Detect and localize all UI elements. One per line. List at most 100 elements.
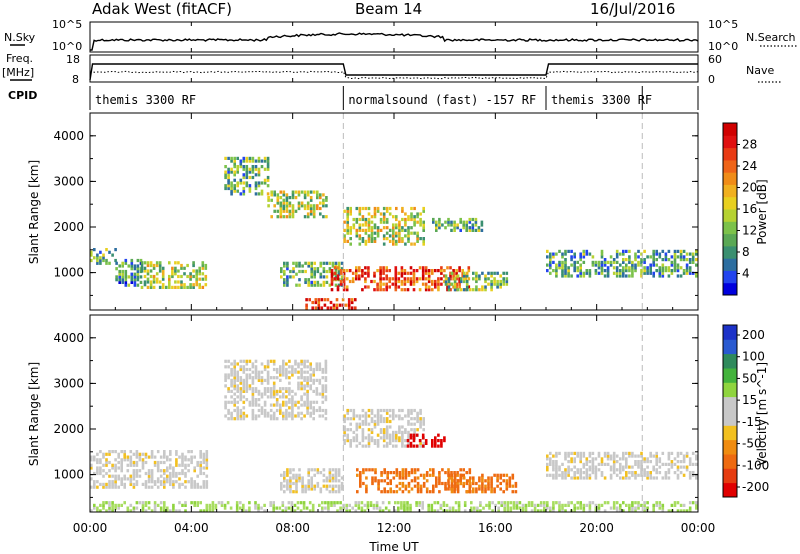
heatmap-cell xyxy=(409,433,413,437)
heatmap-cell xyxy=(695,501,698,505)
heatmap-cell xyxy=(643,501,646,505)
heatmap-cell xyxy=(301,484,304,488)
heatmap-cell xyxy=(276,193,280,197)
heatmap-cell xyxy=(301,476,304,480)
heatmap-cell xyxy=(688,266,692,270)
heatmap-cell xyxy=(169,509,172,513)
heatmap-cell xyxy=(409,444,413,448)
heatmap-cell xyxy=(401,481,405,486)
heatmap-cell xyxy=(398,234,401,238)
heatmap-cell xyxy=(230,370,233,374)
heatmap-cell xyxy=(96,256,99,260)
heatmap-cell xyxy=(161,283,165,287)
heatmap-cell xyxy=(619,252,622,256)
heatmap-cell xyxy=(272,387,276,391)
heatmap-cell xyxy=(434,444,437,448)
heatmap-cell xyxy=(90,509,93,513)
heatmap-cell xyxy=(582,503,586,507)
heatmap-cell xyxy=(536,509,540,513)
heatmap-cell xyxy=(643,503,646,507)
heatmap-cell xyxy=(316,206,319,211)
heatmap-cell xyxy=(307,278,310,282)
heatmap-cell xyxy=(558,473,561,477)
heatmap-cell xyxy=(475,481,478,486)
heatmap-cell xyxy=(373,223,377,227)
heatmap-cell xyxy=(283,479,286,483)
heatmap-cell xyxy=(465,481,469,486)
heatmap-cell xyxy=(493,473,496,477)
heatmap-cell xyxy=(288,411,291,415)
nave-label: Nave xyxy=(746,64,774,77)
heatmap-cell xyxy=(440,271,443,275)
heatmap-cell xyxy=(609,260,613,264)
heatmap-cell xyxy=(279,370,282,374)
heatmap-cell xyxy=(310,484,313,488)
heatmap-cell xyxy=(346,417,349,421)
heatmap-cell xyxy=(685,465,689,469)
heatmap-cell xyxy=(521,509,525,513)
heatmap-cell xyxy=(518,501,522,505)
heatmap-cell xyxy=(354,503,358,507)
heatmap-cell xyxy=(688,252,692,256)
heatmap-cell xyxy=(555,473,558,477)
heatmap-cell xyxy=(392,490,396,494)
heatmap-cell xyxy=(312,408,315,413)
heatmap-cell xyxy=(472,288,475,292)
heatmap-cell xyxy=(146,261,150,265)
heatmap-cell xyxy=(600,471,604,475)
heatmap-cell xyxy=(286,261,289,265)
heatmap-cell xyxy=(254,387,258,391)
heatmap-cell xyxy=(297,362,300,366)
heatmap-cell xyxy=(655,460,658,464)
heatmap-cell xyxy=(279,406,282,410)
heatmap-cell xyxy=(171,274,174,279)
heatmap-cell xyxy=(313,275,316,279)
heatmap-cell xyxy=(239,359,243,363)
heatmap-cell xyxy=(472,487,475,491)
heatmap-cell xyxy=(263,400,267,404)
heatmap-cell xyxy=(300,411,303,415)
heatmap-cell xyxy=(306,411,309,415)
heatmap-cell xyxy=(254,398,258,402)
heatmap-cell xyxy=(358,228,362,232)
heatmap-cell xyxy=(211,506,215,510)
heatmap-cell xyxy=(325,215,328,219)
heatmap-cell xyxy=(394,279,398,284)
heatmap-cell xyxy=(445,503,449,507)
heatmap-cell xyxy=(391,282,395,286)
heatmap-cell xyxy=(422,428,425,432)
heatmap-cell xyxy=(425,471,429,475)
heatmap-cell xyxy=(309,362,312,366)
heatmap-cell xyxy=(275,376,279,380)
heatmap-cell xyxy=(297,381,300,385)
heatmap-cell xyxy=(233,387,236,391)
heatmap-cell xyxy=(401,206,404,211)
heatmap-cell xyxy=(204,277,208,281)
heatmap-cell xyxy=(691,473,695,477)
heatmap-cell xyxy=(549,255,552,259)
heatmap-cell xyxy=(168,261,171,265)
heatmap-cell xyxy=(334,473,338,477)
heatmap-cell xyxy=(141,482,145,486)
heatmap-cell xyxy=(594,468,598,472)
heatmap-cell xyxy=(382,237,386,241)
heatmap-cell xyxy=(184,458,187,462)
heatmap-cell xyxy=(242,367,246,372)
heatmap-cell xyxy=(314,298,318,302)
heatmap-cell xyxy=(447,277,451,281)
heatmap-cell xyxy=(447,223,450,227)
heatmap-cell xyxy=(437,444,440,448)
heatmap-cell xyxy=(150,455,154,459)
heatmap-cell xyxy=(410,428,413,432)
heatmap-cell xyxy=(224,376,227,380)
heatmap-cell xyxy=(181,463,184,467)
nsky-panel: N.Sky 10^5 10^0 10^5 10^0 N.Search xyxy=(4,18,798,53)
heatmap-cell xyxy=(285,408,288,413)
heatmap-cell xyxy=(272,381,276,385)
heatmap-cell xyxy=(269,417,273,421)
heatmap-cell xyxy=(336,288,340,292)
heatmap-cell xyxy=(379,430,383,434)
heatmap-cell xyxy=(267,196,270,200)
heatmap-cell xyxy=(282,411,285,415)
heatmap-cell xyxy=(450,228,453,232)
